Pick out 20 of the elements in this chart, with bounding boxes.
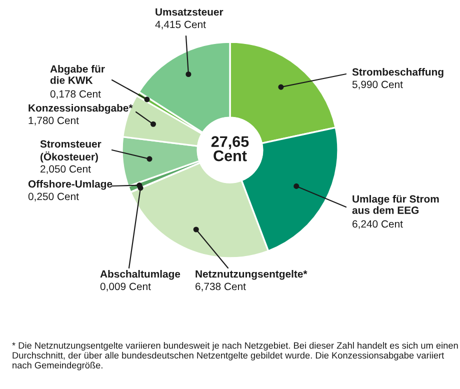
slice-label: Abschaltumlage — [100, 270, 180, 280]
data-label: 6,738 Cent — [196, 282, 246, 292]
slice-label: Strombeschaffung — [352, 68, 444, 78]
text: * Die Netznutzungsentgelte variieren bundesweit je nach Netzgebiet. Bei dieser Zahl handelt es sich um einen Durchschnitt, der über alle bundesdeutschen Netzentgelte gebildet wurde. Die Konzessionsabgabe variiert nach Gemeindegröße. — [12, 342, 458, 370]
text: 27,65 Cent — [211, 136, 249, 162]
data-label: 6,240 Cent — [352, 220, 403, 229]
slice-label: Konzessionsabgabe* — [28, 104, 133, 114]
slice-label: Netznutzungsentgelte* — [196, 270, 308, 280]
slice-label: Abgabe für die KWK — [50, 65, 105, 84]
data-label: 0,178 Cent — [50, 90, 101, 99]
slice-label: Stromsteuer (Ökosteuer) — [40, 140, 102, 163]
data-label: 5,990 Cent — [352, 80, 403, 90]
data-label: 0,250 Cent — [28, 192, 79, 202]
data-label: 1,780 Cent — [28, 116, 79, 126]
data-label: 2,050 Cent — [40, 165, 91, 174]
data-label: 4,415 Cent — [155, 20, 206, 30]
slice-label: Offshore-Umlage — [28, 180, 112, 190]
data-label: 0,009 Cent — [100, 282, 151, 292]
slice-label: Umlage für Strom aus dem EEG — [352, 195, 439, 214]
slice-label: Umsatzsteuer — [156, 8, 224, 16]
